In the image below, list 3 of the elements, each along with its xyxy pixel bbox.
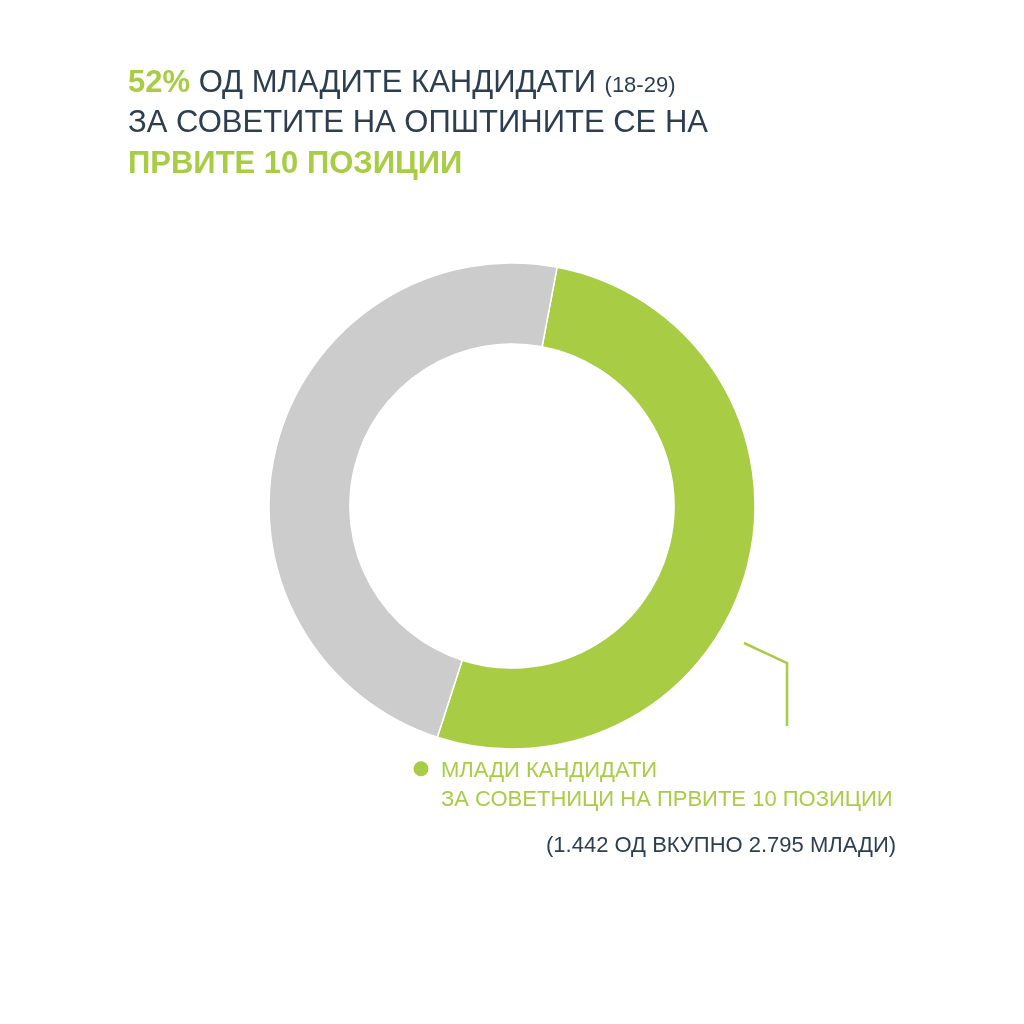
text: (1.442 ОД ВКУПНО 2.795 МЛАДИ) bbox=[546, 832, 897, 857]
chart-title: 52% ОД МЛАДИТЕ КАНДИДАТИ (18-29) ЗА СОВЕТИТЕ НА ОПШТИНИТЕ СЕ НА ПРВИТЕ 10 ПОЗИЦИИ bbox=[128, 64, 709, 180]
legend-label: МЛАДИ КАНДИДАТИ ЗА СОВЕТНИЦИ НА ПРВИТЕ 10 ПОЗИЦИИ bbox=[441, 757, 893, 811]
